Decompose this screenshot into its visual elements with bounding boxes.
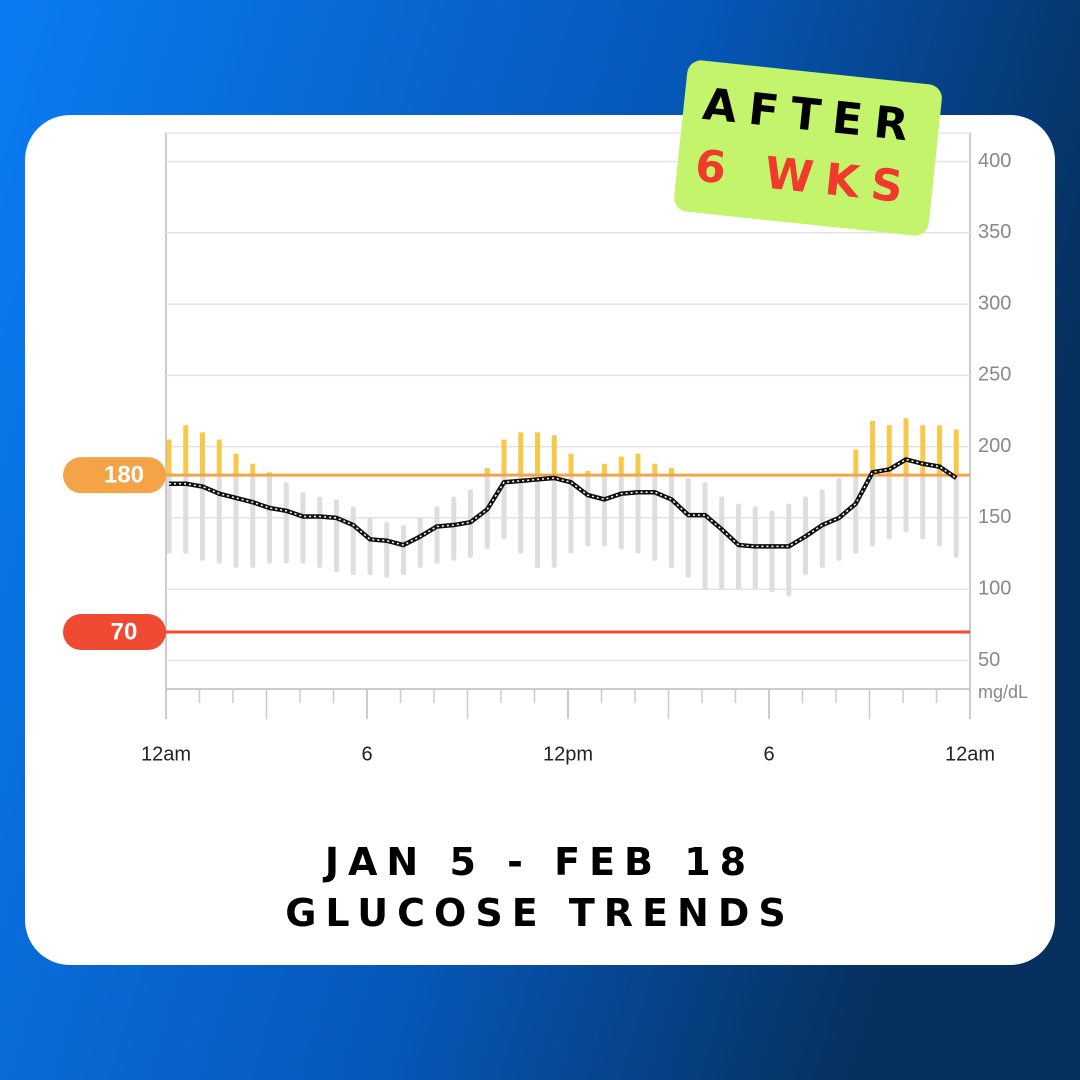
range-bar <box>551 475 557 568</box>
range-bar <box>819 489 825 568</box>
above-range-bar <box>585 470 591 476</box>
range-bar <box>384 522 390 578</box>
y-tick-label: 200 <box>978 435 1011 457</box>
range-bar <box>585 475 591 547</box>
range-bar <box>484 475 490 550</box>
range-bar <box>233 475 239 568</box>
above-range-bar <box>250 463 256 476</box>
above-range-bar <box>501 439 507 476</box>
x-tick-label: 12am <box>945 743 995 765</box>
range-bar <box>568 475 574 554</box>
range-bar <box>702 482 708 590</box>
threshold-pill <box>63 457 166 494</box>
caption-line-2: GLUCOSE TRENDS <box>285 891 795 935</box>
range-bar <box>283 482 289 564</box>
above-range-bar <box>551 435 557 476</box>
y-tick-label: 400 <box>978 150 1011 172</box>
above-range-bar <box>870 420 875 476</box>
median-line-dots <box>169 458 957 548</box>
range-bar <box>602 475 607 547</box>
x-tick-label: 6 <box>361 743 372 765</box>
above-range-bar <box>937 425 942 476</box>
range-bar <box>685 478 691 578</box>
range-bar <box>870 475 875 547</box>
x-tick-label: 6 <box>763 743 774 765</box>
above-range-bar <box>183 425 189 476</box>
badge: AFTER 6 WKS <box>674 60 942 236</box>
range-bar <box>417 517 423 568</box>
range-bar <box>250 475 256 568</box>
range-bar <box>401 525 406 575</box>
above-range-bar <box>953 429 959 476</box>
range-bar <box>317 496 323 568</box>
range-bar <box>334 499 339 573</box>
threshold-label: 180 <box>104 461 144 488</box>
y-unit: mg/dL <box>978 682 1028 702</box>
above-range-bar <box>669 468 674 476</box>
range-bar <box>367 517 373 575</box>
range-bar <box>216 475 222 564</box>
above-range-bar <box>166 439 172 476</box>
y-tick-label: 50 <box>978 649 1000 671</box>
threshold-pill <box>63 613 166 650</box>
x-tick-label: 12am <box>141 743 191 765</box>
above-range-bar <box>535 432 540 476</box>
range-bar <box>434 506 440 564</box>
y-tick-label: 250 <box>978 364 1011 386</box>
range-bar <box>903 475 909 533</box>
range-bar <box>300 492 306 564</box>
threshold-label: 70 <box>111 618 138 645</box>
above-range-bar <box>518 432 524 476</box>
above-range-bar <box>903 418 909 476</box>
range-bar <box>886 475 892 540</box>
above-range-bar <box>853 449 859 476</box>
above-range-bar <box>216 439 222 476</box>
range-bar <box>267 475 272 564</box>
y-tick-label: 300 <box>978 292 1011 314</box>
above-range-bar <box>618 456 624 476</box>
above-range-bar <box>602 463 607 476</box>
range-bar <box>669 475 674 568</box>
range-bar <box>183 475 189 554</box>
plot: 50 100 150 200 250 300 350 400 mg/dL 12am 6 12pm 6 12… <box>63 132 1028 765</box>
range-bar <box>769 510 775 593</box>
range-bar <box>937 475 942 547</box>
range-bar <box>853 475 859 554</box>
x-tick-label: 12pm <box>543 743 593 765</box>
range-bar <box>786 503 792 597</box>
above-range-bar <box>652 463 658 476</box>
above-range-bar <box>484 468 490 476</box>
range-bar <box>719 496 725 590</box>
range-bar <box>350 506 356 575</box>
above-range-bar <box>635 453 641 476</box>
range-bar <box>953 475 959 558</box>
range-bar <box>501 475 507 540</box>
above-range-bar <box>200 432 205 476</box>
y-tick-label: 100 <box>978 577 1011 599</box>
range-bar <box>518 475 524 554</box>
badge-box <box>674 60 942 236</box>
caption-line-1: JAN 5 - FEB 18 <box>322 840 755 884</box>
y-tick-label: 350 <box>978 221 1011 243</box>
y-tick-label: 150 <box>978 506 1011 528</box>
range-bar <box>166 475 172 554</box>
above-range-bar <box>233 453 239 476</box>
above-range-bar <box>920 425 926 476</box>
range-bar <box>618 475 624 550</box>
range-bar <box>652 475 658 561</box>
range-bar <box>920 475 926 540</box>
above-range-bar <box>886 425 892 476</box>
range-bar <box>535 475 540 568</box>
range-bar <box>635 475 641 554</box>
range-bar <box>451 496 457 561</box>
range-bar <box>200 475 205 561</box>
above-range-bar <box>568 453 574 476</box>
